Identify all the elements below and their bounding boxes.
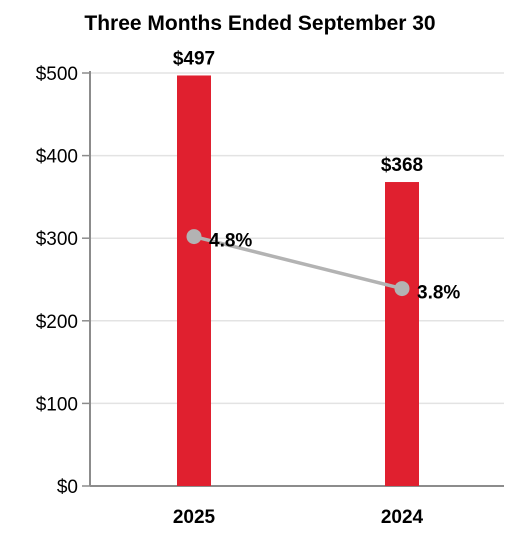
gridlines (90, 72, 504, 405)
line-point (394, 281, 410, 297)
y-tick-label: $0 (57, 477, 78, 498)
line-series (186, 229, 410, 297)
line-point (186, 229, 202, 245)
bar-value-label: $497 (173, 48, 215, 69)
y-tick-label: $100 (36, 394, 78, 415)
y-tick-label: $200 (36, 312, 78, 333)
line-point-label: 3.8% (417, 283, 460, 304)
y-tick-label: $300 (36, 229, 78, 250)
line-point-label: 4.8% (209, 231, 252, 252)
axes: $0 $100 $200 $300 $400 $500 (36, 64, 504, 498)
y-tick-label: $500 (36, 64, 78, 85)
bar-2024 (385, 182, 419, 487)
labels: $497 2025 $368 2024 4.8% 3.8% (173, 48, 461, 528)
bars (177, 75, 419, 487)
line-series-path (193, 234, 403, 291)
bar-value-label: $368 (381, 155, 423, 176)
x-category-label: 2025 (173, 507, 216, 528)
bar-2025 (177, 75, 211, 486)
chart-title: Three Months Ended September 30 (84, 12, 435, 35)
y-tick-label: $400 (36, 147, 78, 168)
x-category-label: 2024 (381, 507, 424, 528)
